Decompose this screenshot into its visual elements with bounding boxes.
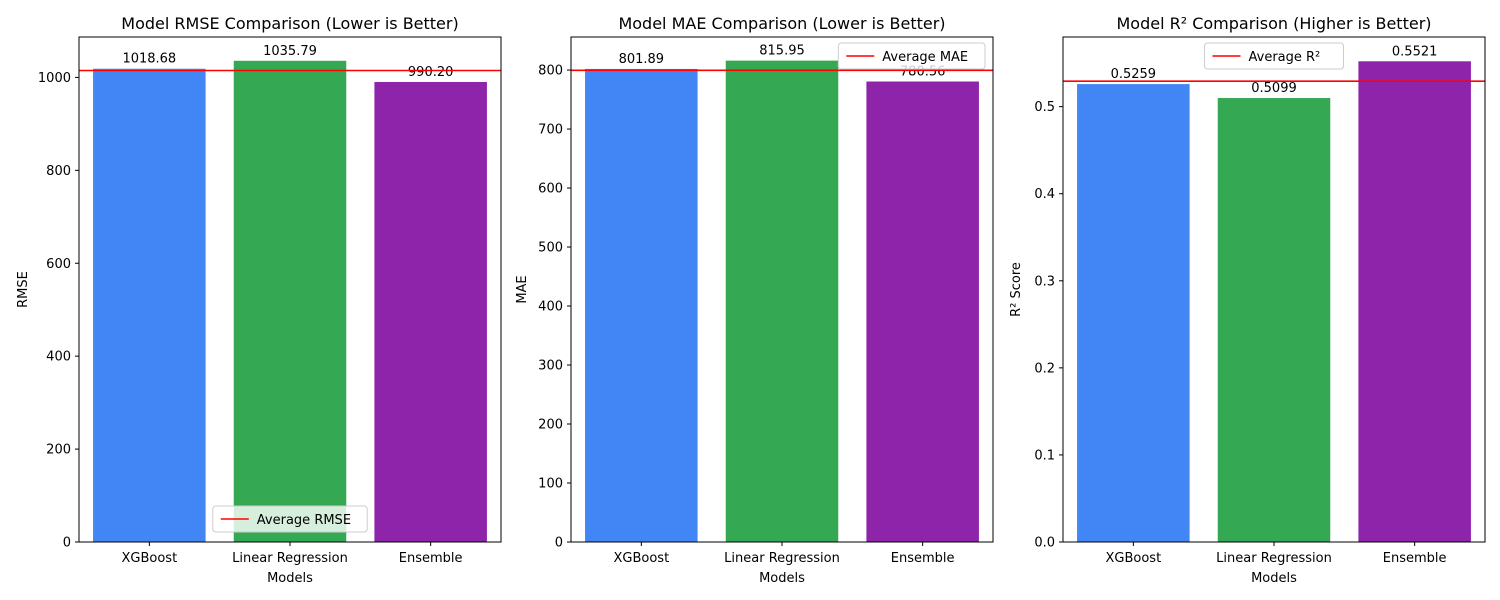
mae-xlabel: Models bbox=[759, 571, 805, 586]
rmse-xtick-label-1: Linear Regression bbox=[232, 551, 348, 566]
rmse-xtick-label-0: XGBoost bbox=[121, 551, 177, 566]
rmse-bar-1 bbox=[233, 60, 347, 543]
mae-chart: 801.89815.95780.560100200300400500600700… bbox=[515, 14, 994, 586]
rmse-value-label-2: 990.20 bbox=[408, 65, 454, 80]
mae-ytick-label-5: 500 bbox=[538, 241, 563, 256]
r2-title: Model R² Comparison (Higher is Better) bbox=[1116, 14, 1431, 33]
r2-ytick-label-1: 0.1 bbox=[1034, 448, 1055, 463]
r2-value-label-2: 0.5521 bbox=[1392, 44, 1438, 59]
rmse-bar-0 bbox=[93, 68, 206, 542]
mae-xtick-label-2: Ensemble bbox=[891, 551, 955, 566]
rmse-legend: Average RMSE bbox=[212, 505, 368, 533]
r2-ytick-label-2: 0.2 bbox=[1034, 361, 1055, 376]
mae-legend-box bbox=[837, 42, 986, 70]
r2-ytick-label-0: 0.0 bbox=[1034, 536, 1055, 551]
rmse-ytick-label-4: 800 bbox=[46, 164, 71, 179]
rmse-ytick-label-2: 400 bbox=[46, 350, 71, 365]
rmse-title: Model RMSE Comparison (Lower is Better) bbox=[121, 14, 458, 33]
mae-ytick-label-3: 300 bbox=[538, 359, 563, 374]
r2-xtick-label-2: Ensemble bbox=[1383, 551, 1447, 566]
mae-value-label-1: 815.95 bbox=[759, 44, 805, 59]
mae-bar-2 bbox=[866, 81, 979, 542]
r2-bar-2 bbox=[1358, 61, 1471, 543]
rmse-xlabel: Models bbox=[267, 571, 313, 586]
r2-ytick-label-3: 0.3 bbox=[1034, 274, 1055, 289]
mae-ytick-label-6: 600 bbox=[538, 182, 563, 197]
mae-bar-0 bbox=[585, 68, 698, 543]
mae-ytick-label-0: 0 bbox=[555, 536, 563, 551]
mae-legend-label: Average MAE bbox=[882, 50, 968, 65]
r2-chart: 0.5259 0.5099 0.5521 0.0 0.1 0.2 0.3 0.4 0.5 XGBo… bbox=[1009, 14, 1486, 586]
mae-bar-1 bbox=[725, 60, 839, 543]
rmse-value-label-0: 1018.68 bbox=[122, 52, 176, 67]
mae-legend: Average MAE bbox=[837, 42, 986, 70]
rmse-ytick-label-0: 0 bbox=[63, 536, 71, 551]
rmse-bar-2 bbox=[374, 81, 487, 542]
r2-xtick-label-0: XGBoost bbox=[1105, 551, 1161, 566]
mae-ylabel: MAE bbox=[515, 275, 530, 303]
r2-value-label-0: 0.5259 bbox=[1111, 67, 1157, 82]
r2-value-label-1: 0.5099 bbox=[1251, 81, 1297, 96]
mae-ytick-label-1: 100 bbox=[538, 477, 563, 492]
r2-bar-0 bbox=[1077, 84, 1190, 542]
mae-xtick-label-1: Linear Regression bbox=[724, 551, 840, 566]
rmse-ylabel: RMSE bbox=[16, 271, 31, 308]
r2-legend-box bbox=[1204, 42, 1344, 70]
rmse-legend-label: Average RMSE bbox=[257, 513, 351, 528]
rmse-chart: 1018.68 1035.79 990.20 0 200 400 600 800 1000 XGB… bbox=[16, 14, 502, 586]
r2-ytick-label-5: 0.5 bbox=[1034, 100, 1055, 115]
rmse-ytick-label-5: 1000 bbox=[38, 71, 71, 86]
mae-value-label-0: 801.89 bbox=[619, 52, 665, 67]
r2-legend-label: Average R² bbox=[1249, 50, 1321, 65]
rmse-legend-box bbox=[212, 505, 368, 533]
rmse-ytick-label-1: 200 bbox=[46, 443, 71, 458]
rmse-ytick-label-3: 600 bbox=[46, 257, 71, 272]
mae-title: Model MAE Comparison (Lower is Better) bbox=[618, 14, 945, 33]
r2-xtick-label-1: Linear Regression bbox=[1216, 551, 1332, 566]
rmse-xtick-label-2: Ensemble bbox=[399, 551, 463, 566]
mae-ytick-label-2: 200 bbox=[538, 418, 563, 433]
mae-ytick-label-8: 800 bbox=[538, 64, 563, 79]
r2-xlabel: Models bbox=[1251, 571, 1297, 586]
r2-legend: Average R² bbox=[1204, 42, 1344, 70]
mae-ytick-label-7: 700 bbox=[538, 123, 563, 138]
rmse-value-label-1: 1035.79 bbox=[263, 44, 317, 59]
r2-bar-1 bbox=[1217, 98, 1331, 543]
r2-ylabel: R² Score bbox=[1009, 262, 1024, 317]
mae-ytick-label-4: 400 bbox=[538, 300, 563, 315]
mae-xtick-label-0: XGBoost bbox=[613, 551, 669, 566]
r2-ytick-label-4: 0.4 bbox=[1034, 187, 1055, 202]
